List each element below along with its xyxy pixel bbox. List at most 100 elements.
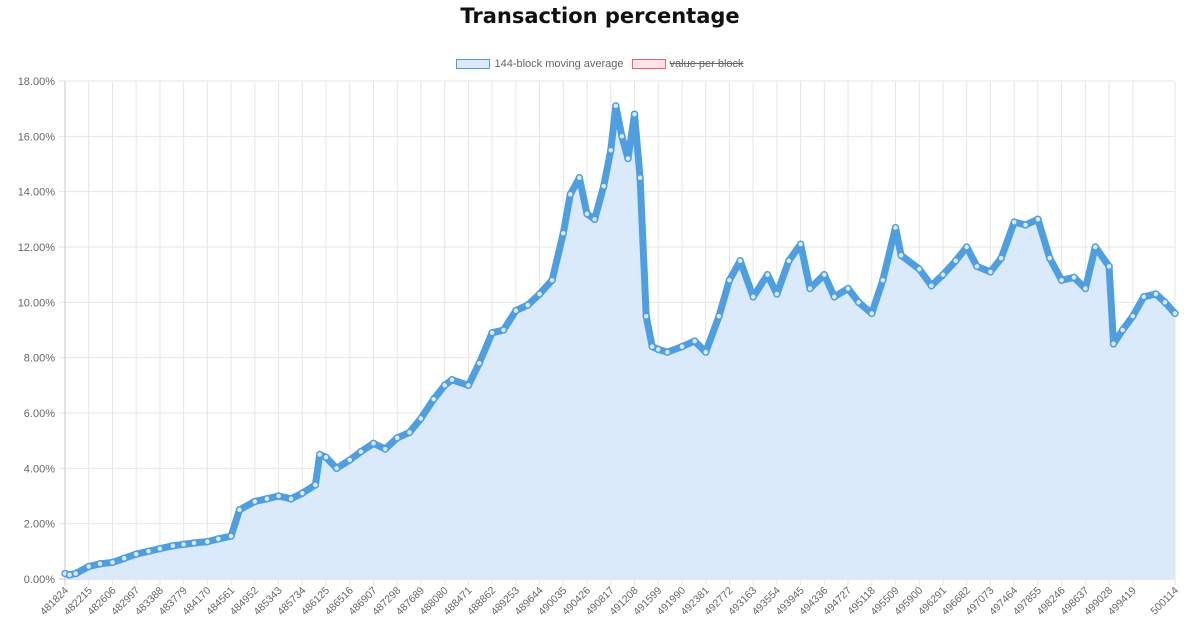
data-point bbox=[96, 560, 104, 568]
data-point bbox=[1070, 273, 1078, 282]
data-point bbox=[475, 359, 484, 367]
data-point bbox=[322, 453, 330, 462]
y-tick-label: 8.00% bbox=[24, 353, 55, 365]
data-point bbox=[190, 539, 198, 547]
data-point bbox=[346, 456, 354, 464]
data-point bbox=[607, 146, 615, 154]
data-point bbox=[749, 293, 757, 301]
data-point bbox=[132, 550, 140, 558]
data-point bbox=[263, 495, 271, 503]
data-point bbox=[642, 312, 650, 320]
legend-item-moving-average[interactable]: 144-block moving average bbox=[456, 58, 624, 70]
y-tick-label: 18.00% bbox=[18, 76, 56, 88]
legend-swatch-moving-average bbox=[456, 59, 491, 69]
data-point bbox=[332, 464, 341, 473]
data-point bbox=[488, 329, 496, 337]
data-point bbox=[1171, 309, 1179, 318]
data-point bbox=[763, 270, 772, 279]
data-point bbox=[120, 554, 128, 563]
data-point bbox=[830, 293, 839, 301]
data-point bbox=[773, 290, 781, 298]
data-point bbox=[575, 174, 584, 182]
data-point bbox=[663, 348, 672, 356]
data-point bbox=[499, 326, 508, 334]
data-point bbox=[690, 337, 699, 345]
data-point bbox=[311, 481, 320, 489]
data-point bbox=[548, 276, 556, 284]
data-point bbox=[214, 535, 223, 543]
data-point bbox=[736, 257, 744, 265]
data-point bbox=[796, 240, 805, 248]
data-point bbox=[1109, 340, 1118, 348]
legend-swatch-value-per-block bbox=[631, 59, 666, 69]
data-point bbox=[806, 284, 814, 293]
y-tick-label: 16.00% bbox=[18, 131, 56, 143]
data-point bbox=[590, 215, 599, 224]
data-point bbox=[274, 492, 283, 500]
data-point bbox=[986, 268, 995, 276]
data-point bbox=[785, 257, 793, 265]
data-point bbox=[1091, 243, 1100, 251]
data-point bbox=[357, 447, 365, 456]
data-point bbox=[1161, 298, 1169, 307]
data-point bbox=[65, 571, 74, 579]
data-point bbox=[227, 532, 235, 540]
data-point bbox=[897, 251, 905, 260]
data-point bbox=[654, 345, 662, 354]
data-point bbox=[701, 348, 710, 356]
data-point bbox=[648, 342, 656, 351]
chart-title: Transaction percentage bbox=[460, 4, 740, 28]
data-point bbox=[1057, 276, 1066, 284]
data-point bbox=[179, 540, 188, 549]
y-tick-label: 4.00% bbox=[24, 463, 55, 475]
data-point bbox=[429, 395, 438, 403]
y-tick-label: 14.00% bbox=[18, 187, 56, 199]
data-point bbox=[440, 381, 449, 390]
data-point bbox=[1105, 262, 1113, 271]
data-point bbox=[1021, 221, 1030, 229]
series-points-group bbox=[61, 102, 1179, 579]
data-point bbox=[535, 290, 544, 298]
data-point bbox=[891, 223, 900, 232]
data-point bbox=[71, 569, 80, 578]
data-point bbox=[566, 190, 575, 199]
y-tick-label: 12.00% bbox=[18, 242, 56, 254]
data-point bbox=[583, 210, 591, 218]
data-point bbox=[156, 544, 164, 553]
y-tick-label: 6.00% bbox=[24, 408, 55, 420]
data-point bbox=[844, 284, 852, 293]
data-point bbox=[84, 562, 93, 571]
chart-legend: 144-block moving average value per block bbox=[0, 58, 1200, 70]
y-tick-label: 10.00% bbox=[18, 297, 56, 309]
data-point bbox=[393, 434, 401, 442]
data-point bbox=[144, 547, 153, 556]
data-point bbox=[927, 281, 936, 290]
data-point bbox=[973, 262, 981, 271]
data-point bbox=[854, 298, 863, 307]
data-point bbox=[915, 265, 924, 273]
data-point bbox=[962, 243, 971, 251]
data-point bbox=[939, 270, 947, 279]
data-point bbox=[464, 381, 473, 390]
data-point bbox=[417, 414, 425, 423]
data-point bbox=[524, 301, 532, 309]
data-point bbox=[1140, 293, 1148, 301]
y-tick-label: 0.00% bbox=[24, 574, 55, 586]
data-point bbox=[381, 445, 389, 453]
data-point bbox=[951, 257, 960, 265]
data-point bbox=[618, 132, 626, 141]
data-point bbox=[512, 306, 520, 315]
x-tick-label: 500114 bbox=[1148, 585, 1181, 618]
data-point bbox=[1034, 215, 1042, 224]
data-point bbox=[298, 489, 307, 497]
data-point bbox=[624, 154, 632, 163]
data-point bbox=[235, 506, 244, 514]
data-point bbox=[636, 174, 644, 182]
series-area-fill bbox=[65, 105, 1175, 580]
data-point bbox=[405, 428, 414, 437]
y-tick-label: 2.00% bbox=[24, 519, 55, 531]
data-point bbox=[108, 558, 117, 567]
data-point bbox=[725, 276, 734, 284]
legend-item-value-per-block[interactable]: value per block bbox=[631, 58, 744, 70]
